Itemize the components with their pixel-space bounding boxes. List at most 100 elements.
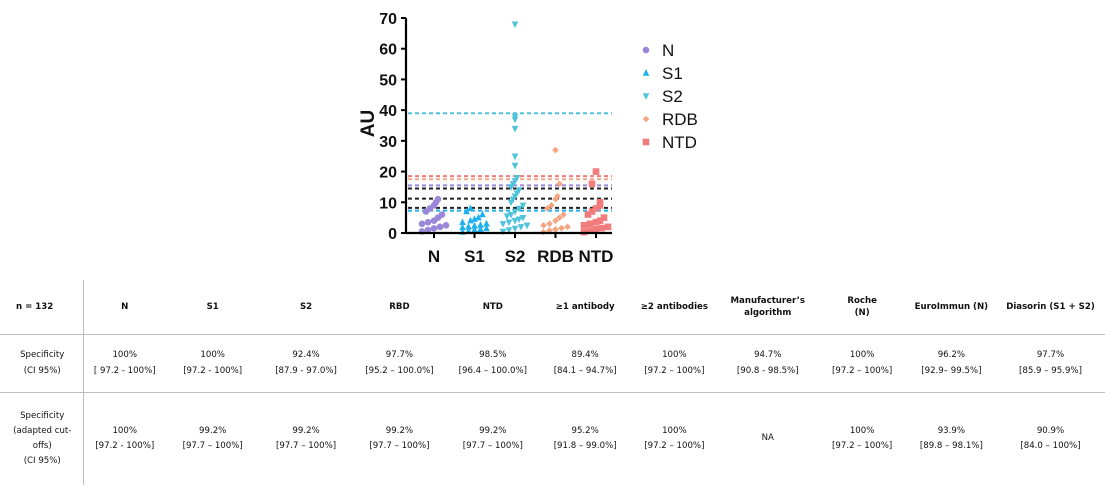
data-point <box>558 224 565 232</box>
data-point <box>546 220 553 228</box>
specificity-table: n = 132 N S1 S2 RBD NTD ≥1 antibody ≥2 a… <box>0 280 1105 485</box>
cell-value: 89.4% <box>571 350 599 361</box>
specificity-table-container: n = 132 N S1 S2 RBD NTD ≥1 antibody ≥2 a… <box>0 280 1105 486</box>
data-point <box>584 211 592 218</box>
x-tick-label: S2 <box>505 247 526 266</box>
data-point <box>477 225 484 233</box>
y-tick-label: 20 <box>379 165 397 182</box>
header-n: N <box>83 280 166 335</box>
data-point <box>477 221 484 228</box>
data-point <box>540 222 547 229</box>
data-point <box>471 226 478 233</box>
cell-value: 95.2% <box>571 425 599 436</box>
header-diasorin: Diasorin (S1 + S2) <box>995 280 1105 335</box>
legend-marker <box>642 93 650 100</box>
data-point <box>459 223 466 231</box>
cell-value: [95.2 – 100.0%] <box>365 365 434 376</box>
cell-value: [97.7 – 100%] <box>462 441 523 451</box>
y-tick-label: 70 <box>379 11 397 28</box>
table-cell: 97.7% [95.2 – 100.0%] <box>352 334 447 393</box>
data-point <box>517 224 525 231</box>
table-cell: 100% [97.2 – 100%] <box>630 334 718 393</box>
header-s2: S2 <box>259 280 353 335</box>
cell-value: 97.7% <box>385 350 414 361</box>
y-tick-label: 10 <box>379 195 397 212</box>
data-point <box>505 219 513 227</box>
cell-value: [97.2 - 100%] <box>183 365 243 376</box>
table-header-row: n = 132 N S1 S2 RBD NTD ≥1 antibody ≥2 a… <box>0 280 1105 335</box>
data-point <box>523 222 531 230</box>
header-sample-size: n = 132 <box>0 280 84 335</box>
data-point <box>511 162 519 170</box>
cell-value: 94.7% <box>754 350 782 361</box>
header-s1: S1 <box>166 280 260 335</box>
legend-label: RDB <box>662 110 698 129</box>
cell-value: 100% <box>849 350 875 361</box>
data-point <box>586 227 594 234</box>
legend-label: NTD <box>662 133 697 152</box>
data-point <box>505 227 513 234</box>
data-point <box>511 21 519 29</box>
data-point <box>588 208 596 215</box>
table-cell: 94.7% [90.8 - 98.5%] <box>717 334 818 393</box>
data-point <box>552 146 559 154</box>
table-cell: 100% [97.2 – 100%] <box>631 393 718 486</box>
data-point <box>604 223 612 231</box>
cell-value: 92.4% <box>292 350 320 361</box>
data-point <box>586 220 594 228</box>
table-cell: 100% [ 97.2 - 100%] <box>83 334 166 393</box>
cell-value: [84.0 – 100%] <box>1020 441 1081 451</box>
y-tick-label: 40 <box>379 103 397 120</box>
data-point <box>483 224 490 232</box>
cell-value: 100% <box>662 350 687 361</box>
data-point <box>475 213 482 221</box>
data-point <box>430 225 438 232</box>
data-point <box>511 208 519 216</box>
data-point <box>511 225 519 233</box>
data-point <box>438 211 446 218</box>
data-point <box>519 214 527 222</box>
data-point <box>592 205 600 212</box>
cell-value: [97.2 – 100%] <box>644 441 705 451</box>
data-point <box>515 187 523 194</box>
data-point <box>596 198 604 206</box>
y-tick-label: 50 <box>379 72 397 89</box>
cell-value: [97.2 – 100%] <box>832 365 893 376</box>
cell-value: [87.9 - 97.0%] <box>275 365 337 376</box>
legend-label: N <box>662 41 674 60</box>
row-label: Specificity (adapted cut- offs) (CI 95%) <box>0 392 84 485</box>
cell-value: [97.2 - 100%] <box>95 441 155 451</box>
header-euroimmun: EuroImmun (N) <box>906 280 996 335</box>
table-cell: 99.2% [97.7 – 100%] <box>259 393 352 486</box>
cell-value: 100% <box>112 350 138 361</box>
x-tick-label: N <box>428 247 440 266</box>
legend-marker <box>642 138 650 146</box>
data-point <box>592 168 600 175</box>
table-cell: 96.2% [92.9– 99.5%] <box>906 334 996 393</box>
table-cell: 93.9% [89.8 – 98.1%] <box>907 393 996 486</box>
table-cell: 100% [97.2 – 100%] <box>817 334 907 393</box>
cell-value: 100% <box>112 425 138 436</box>
cell-value: [ 97.2 - 100%] <box>93 365 156 376</box>
table-cell: 100% [97.2 – 100%] <box>818 393 907 486</box>
table-cell: 100% [97.2 - 100%] <box>166 334 260 393</box>
data-point <box>552 226 559 233</box>
table-row: Specificity (adapted cut- offs) (CI 95%)… <box>0 392 1105 486</box>
data-point <box>511 113 519 121</box>
data-point <box>598 224 606 232</box>
data-point <box>479 210 486 218</box>
data-point <box>513 175 521 182</box>
cell-value: [97.2 – 100%] <box>644 365 705 376</box>
data-point <box>515 216 523 224</box>
cell-value: [85.9 – 95.9%] <box>1019 365 1082 376</box>
data-point <box>511 125 519 133</box>
cell-value: [97.2 – 100%] <box>832 441 893 451</box>
cell-value: 99.2% <box>292 425 320 436</box>
data-point <box>507 211 515 219</box>
cell-value: [97.7 – 100%] <box>182 441 243 451</box>
chart-container: 0 10 20 30 40 50 60 70 N S1 S2 RDB NTD AU N S1 S2 RDB NTD <box>350 0 770 272</box>
y-tick-label: 30 <box>379 134 397 151</box>
cell-value: [91.8 – 99.0%] <box>553 441 617 451</box>
table-cell: 99.2% [97.7 – 100%] <box>446 393 539 486</box>
cell-value: 100% <box>662 425 687 436</box>
